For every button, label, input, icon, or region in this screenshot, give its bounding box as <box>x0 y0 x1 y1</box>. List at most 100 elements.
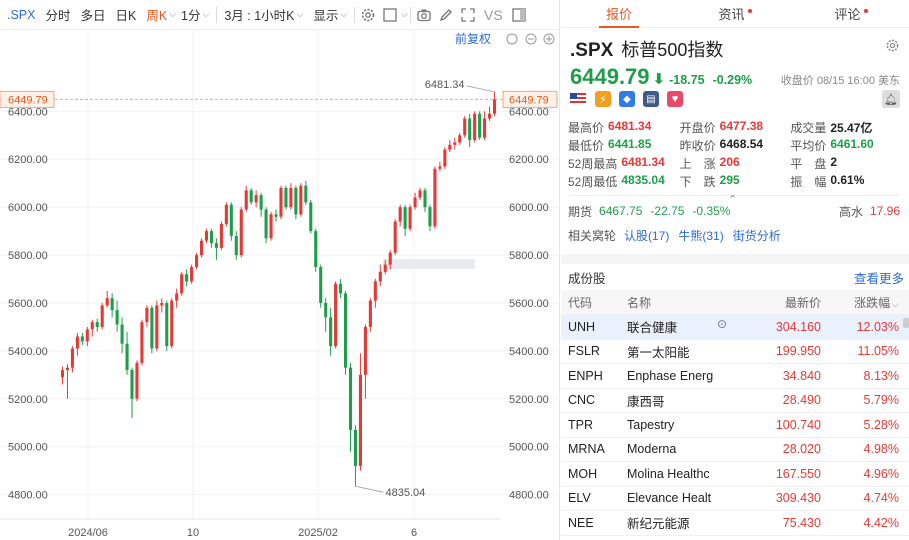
candle-body[interactable] <box>339 283 343 294</box>
col-header-change[interactable]: 涨跌幅 ⌵ <box>821 290 909 315</box>
candle-body[interactable] <box>368 300 372 327</box>
settings-icon[interactable] <box>885 38 900 56</box>
candle-body[interactable] <box>348 367 353 430</box>
candle-body[interactable] <box>344 293 348 368</box>
multiday-tab[interactable]: 多日 <box>80 9 106 23</box>
candle-body[interactable] <box>120 324 124 344</box>
document-icon[interactable]: ▤ <box>643 91 659 107</box>
candle-body[interactable] <box>324 302 328 318</box>
candle-body[interactable] <box>244 190 248 210</box>
candle-body[interactable] <box>438 166 442 169</box>
candle-body[interactable] <box>398 207 402 222</box>
tag-icon[interactable]: ◆ <box>619 91 635 107</box>
candle-body[interactable] <box>284 187 288 208</box>
candle-body[interactable] <box>170 300 174 347</box>
candle-body[interactable] <box>70 348 74 368</box>
candle-body[interactable] <box>448 144 452 150</box>
lightning-icon[interactable]: ⚡ <box>595 91 611 107</box>
table-row[interactable]: CNC 康西哥 28.490 5.79% <box>561 388 909 413</box>
heart-icon[interactable]: ♥ <box>667 91 683 107</box>
candle-body[interactable] <box>259 195 263 210</box>
candle-body[interactable] <box>125 343 129 371</box>
candle-body[interactable] <box>388 252 392 265</box>
candle-body[interactable] <box>140 322 144 363</box>
candle-body[interactable] <box>209 231 213 244</box>
col-header-price[interactable]: 最新价 <box>731 290 821 315</box>
candle-body[interactable] <box>443 149 447 167</box>
table-row[interactable]: ELV Elevance Healt 309.430 4.74% <box>561 486 909 511</box>
candle-body[interactable] <box>214 243 218 248</box>
weekly-kline-tab[interactable]: 周K ⌵ <box>141 0 181 30</box>
candle-body[interactable] <box>393 221 397 253</box>
candle-body[interactable] <box>199 240 204 256</box>
candle-body[interactable] <box>383 264 387 272</box>
col-header-name[interactable]: 名称 <box>627 290 731 315</box>
range-dropdown[interactable]: 3月 : 1小时K ⌵ <box>219 0 308 30</box>
intraday-tab[interactable]: 分时 <box>45 9 71 23</box>
candle-body[interactable] <box>85 329 89 342</box>
fullscreen-icon[interactable] <box>457 0 479 30</box>
candle-body[interactable] <box>299 185 303 215</box>
zoom-in-icon[interactable] <box>543 33 555 45</box>
candle-body[interactable] <box>418 190 422 198</box>
table-row[interactable]: ENPH Enphase Energ 34.840 8.13% <box>561 363 909 389</box>
candle-body[interactable] <box>289 187 293 208</box>
candle-body[interactable] <box>433 168 437 227</box>
candle-body[interactable] <box>165 302 169 347</box>
table-row[interactable]: TPR Tapestry 100.740 5.28% <box>561 412 909 438</box>
zoom-out-icon[interactable] <box>525 33 537 45</box>
candle-body[interactable] <box>264 209 268 239</box>
candle-body[interactable] <box>408 207 412 229</box>
candle-body[interactable] <box>413 197 417 208</box>
candle-body[interactable] <box>130 370 134 399</box>
candle-body[interactable] <box>329 317 333 347</box>
view-more-link[interactable]: 查看更多 <box>853 271 904 286</box>
display-dropdown[interactable]: 显示 ⌵ <box>308 0 352 30</box>
table-row[interactable]: FSLR 第一太阳能 199.950 11.05% <box>561 339 909 364</box>
candle-body[interactable] <box>468 118 472 141</box>
table-row[interactable]: UNH 联合健康 ⊙ 304.160 12.03% <box>561 314 909 340</box>
table-row[interactable]: MRNA Moderna 28.020 4.98% <box>561 437 909 462</box>
bell-icon[interactable]: 🔔︎ <box>882 90 900 108</box>
candlestick-chart[interactable]: 6400.00 6400.00 6200.00 6200.00 6000.00 6000.… <box>0 31 560 540</box>
candle-body[interactable] <box>150 307 154 349</box>
candle-body[interactable] <box>219 223 223 248</box>
candle-body[interactable] <box>90 322 94 330</box>
related-link-warrants[interactable]: 认股(17) <box>624 228 670 243</box>
candle-body[interactable] <box>110 298 114 311</box>
candle-body[interactable] <box>224 204 228 224</box>
candle-body[interactable] <box>363 326 367 375</box>
candle-body[interactable] <box>234 235 238 256</box>
candle-body[interactable] <box>60 370 65 378</box>
related-link-cbbc[interactable]: 牛熊(31) <box>678 228 724 243</box>
candle-body[interactable] <box>353 429 358 466</box>
candle-body[interactable] <box>488 113 492 119</box>
tab-comments[interactable]: 评论 <box>793 0 909 27</box>
candle-body[interactable] <box>80 336 84 342</box>
candle-body[interactable] <box>105 298 109 306</box>
camera-icon[interactable] <box>413 0 435 30</box>
candle-body[interactable] <box>403 207 407 229</box>
candle-body[interactable] <box>492 99 497 114</box>
candle-body[interactable] <box>378 271 382 282</box>
candle-body[interactable] <box>463 118 467 136</box>
candle-body[interactable] <box>458 135 462 143</box>
tab-quote[interactable]: 报价 <box>561 0 677 28</box>
tab-news[interactable]: 资讯 <box>677 0 793 27</box>
candle-body[interactable] <box>304 185 308 203</box>
candle-body[interactable] <box>229 204 233 236</box>
candle-body[interactable] <box>423 190 427 208</box>
watch-eye-icon[interactable]: ⊙ <box>716 317 727 332</box>
related-link-analysis[interactable]: 街货分析 <box>732 228 781 243</box>
candle-body[interactable] <box>294 187 298 215</box>
table-row[interactable]: NEE 新纪元能源 75.430 4.42% <box>561 510 909 536</box>
candle-body[interactable] <box>180 274 184 294</box>
candle-body[interactable] <box>373 281 377 301</box>
chevron-down-icon[interactable]: ⌵ <box>401 9 408 19</box>
candle-body[interactable] <box>428 207 432 227</box>
restore-price-button[interactable]: 前复权 <box>455 31 491 46</box>
candle-body[interactable] <box>314 231 318 268</box>
candle-body[interactable] <box>75 336 79 349</box>
candle-body[interactable] <box>115 310 119 325</box>
candle-body[interactable] <box>204 231 209 241</box>
